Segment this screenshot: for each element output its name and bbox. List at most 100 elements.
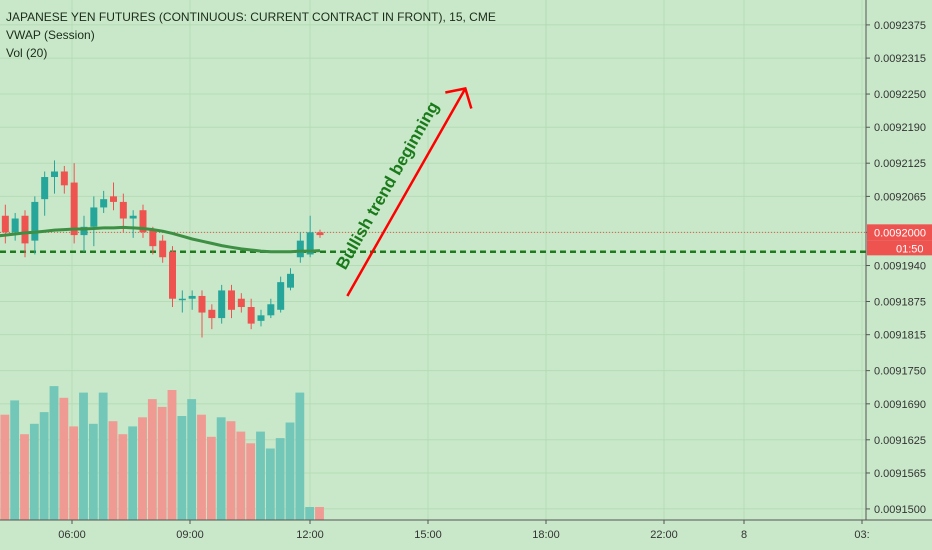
candle-body: [188, 295, 196, 299]
volume-bar: [138, 417, 147, 520]
candle-body: [267, 304, 275, 316]
candle-body: [247, 307, 255, 324]
price-tick-label: 0.0091500: [874, 504, 926, 516]
time-tick-label: 03:: [854, 529, 869, 541]
price-tick-label: 0.0092125: [874, 158, 926, 170]
candle-body: [139, 210, 147, 233]
vwap-line: [0, 225, 321, 254]
time-tick-label: 22:00: [650, 529, 678, 541]
time-tick-label: 8: [741, 529, 747, 541]
candle-body: [306, 232, 314, 255]
candle-body: [277, 282, 285, 310]
candle-body: [237, 298, 245, 308]
volume-bar: [226, 421, 236, 520]
candle-body: [159, 240, 167, 258]
indicator-vwap[interactable]: VWAP (Session): [6, 28, 95, 42]
price-tick-label: 0.0091750: [874, 366, 926, 378]
candle-body: [149, 229, 157, 247]
price-tick-label: 0.0091940: [874, 261, 926, 273]
candle-body: [296, 240, 304, 258]
price-tick-label: 0.0091625: [874, 435, 926, 447]
volume-bar: [187, 399, 197, 520]
price-tick-label: 0.0092375: [874, 20, 926, 32]
volume-bar: [108, 421, 118, 520]
trend-arrow-head: [445, 87, 473, 109]
price-tick-label: 0.0091875: [874, 296, 926, 308]
price-tick-label: 0.0092190: [874, 122, 926, 134]
candle-body: [119, 201, 127, 219]
volume-bar: [79, 392, 88, 520]
candle-body: [70, 182, 78, 236]
volume-bar: [147, 399, 157, 520]
candle-body: [110, 196, 117, 202]
time-tick-label: 09:00: [176, 529, 204, 541]
volume-bar: [0, 414, 10, 520]
volume-bar: [256, 431, 265, 520]
candle-body: [257, 315, 265, 321]
current-price-badge: [867, 224, 932, 241]
chart-legend: JAPANESE YEN FUTURES (CONTINUOUS: CURREN…: [6, 8, 496, 62]
volume-bar: [216, 417, 226, 520]
volume-bar: [236, 431, 246, 520]
candle-body: [218, 290, 226, 319]
volume-bar: [88, 423, 98, 520]
volume-bar: [29, 423, 39, 520]
price-axis: [866, 0, 932, 550]
volume-bar: [49, 386, 59, 520]
volume-bar: [98, 392, 108, 520]
volume-bar: [59, 397, 69, 520]
candle-body: [100, 199, 108, 208]
volume-bar: [10, 400, 20, 520]
candle-body: [21, 215, 29, 244]
candle-body: [41, 177, 49, 200]
price-tick-label: 0.0091690: [874, 399, 926, 411]
candle-body: [178, 298, 186, 301]
volume-bar: [295, 392, 305, 520]
time-tick-label: 12:00: [296, 529, 324, 541]
volume-bar: [39, 412, 49, 520]
volume-bar: [315, 507, 324, 520]
volume-bar: [177, 416, 187, 520]
countdown-badge: [867, 240, 932, 256]
price-tick-label: 0.0091815: [874, 330, 926, 342]
candle-body: [31, 201, 39, 241]
indicator-volume[interactable]: Vol (20): [6, 46, 48, 60]
annotation-text: Bullish trend beginning: [332, 98, 442, 272]
volume-bar: [69, 426, 79, 520]
volume-bar: [118, 434, 128, 520]
volume-bar: [20, 434, 29, 520]
candle-body: [80, 226, 88, 236]
volume-bar: [305, 507, 315, 520]
candle-body: [129, 215, 137, 219]
time-tick-label: 18:00: [532, 529, 560, 541]
candle-body: [90, 207, 98, 227]
volume-bar: [167, 390, 177, 520]
candle-body: [51, 171, 58, 178]
volume-bar: [157, 406, 167, 520]
candle-body: [316, 232, 324, 236]
volume-bar: [265, 448, 275, 520]
candle-body: [287, 273, 294, 288]
volume-bar: [246, 443, 256, 520]
volume-bar: [128, 426, 138, 520]
candle-body: [1, 215, 9, 233]
volume-bar: [197, 414, 206, 520]
candle-body: [60, 171, 68, 186]
volume-bar: [285, 422, 295, 520]
trend-arrow-shaft: [346, 87, 467, 297]
price-tick-label: 0.0092315: [874, 53, 926, 65]
price-tick-label: 0.0092065: [874, 191, 926, 203]
time-tick-label: 06:00: [58, 529, 86, 541]
candle-body: [11, 218, 19, 233]
candle-body: [198, 295, 206, 313]
candle-body: [169, 251, 176, 299]
current-price-label: 0.0092000: [874, 227, 926, 239]
countdown-label: 01:50: [896, 243, 924, 255]
candle-body: [208, 309, 216, 319]
price-tick-label: 0.0092250: [874, 89, 926, 101]
candle-body: [228, 290, 235, 310]
price-tick-label: 0.0091565: [874, 468, 926, 480]
symbol-title[interactable]: JAPANESE YEN FUTURES (CONTINUOUS: CURREN…: [6, 10, 496, 24]
